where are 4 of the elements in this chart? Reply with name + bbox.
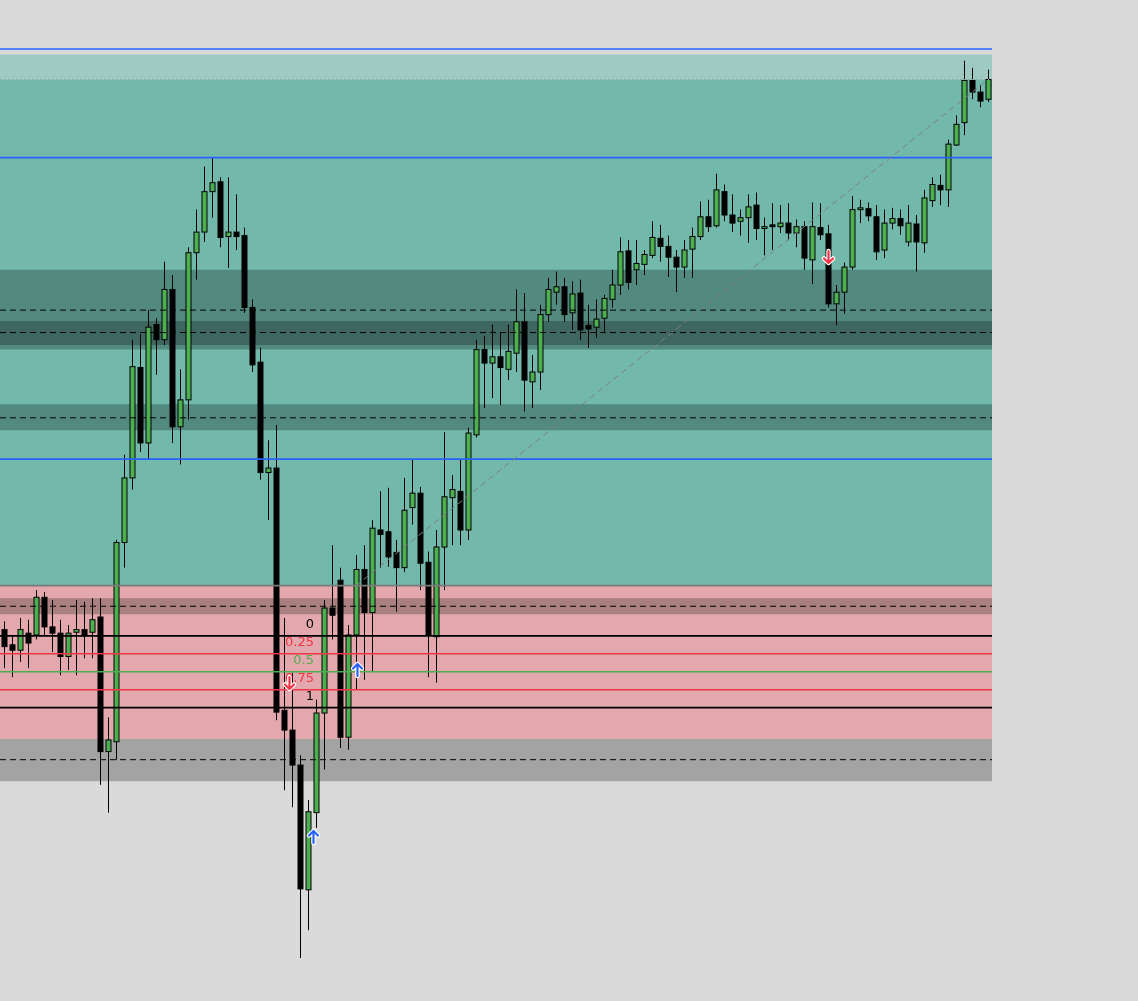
annotation: 0 <box>305 615 314 631</box>
annotation: 1 <box>305 687 314 703</box>
annotation: 0.5 <box>293 651 314 667</box>
annotation: 0.25 <box>285 633 314 649</box>
